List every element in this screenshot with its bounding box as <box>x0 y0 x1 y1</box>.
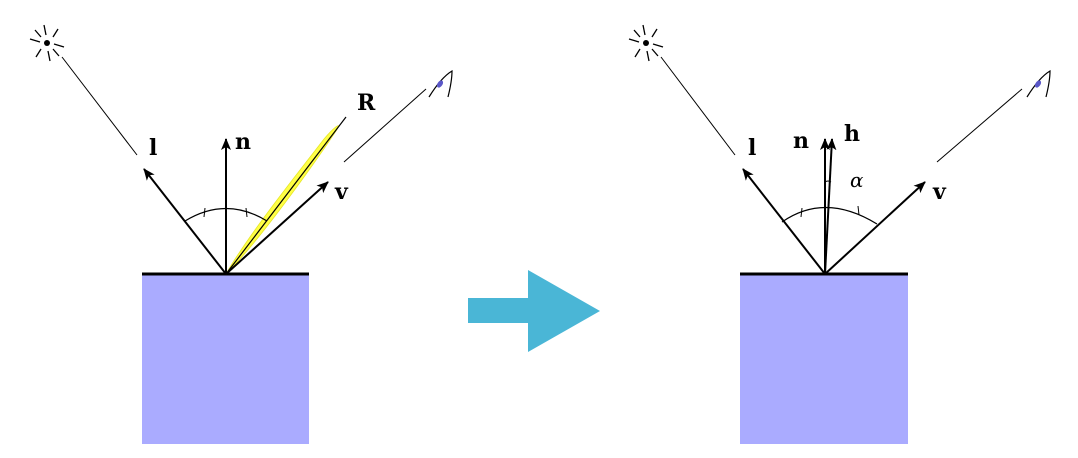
eye-icon <box>428 69 453 98</box>
right-light-ray <box>660 56 736 156</box>
left-light-ray <box>61 56 138 156</box>
right-panel: l n h v α <box>628 24 1051 444</box>
right-label-l: l <box>748 135 756 161</box>
light-source-icon <box>29 24 65 62</box>
eye-icon <box>1026 69 1051 98</box>
right-surface-block <box>740 274 908 444</box>
left-vector-v <box>225 181 329 275</box>
right-view-ray <box>936 88 1023 163</box>
left-label-r: R <box>357 90 376 116</box>
left-angle-tick-1 <box>203 207 206 218</box>
right-label-n: n <box>793 128 809 154</box>
right-angle-arc <box>781 206 878 225</box>
right-vector-v <box>824 181 926 275</box>
left-vector-r <box>225 116 347 275</box>
right-arrow-icon <box>468 270 600 352</box>
right-vector-h <box>824 138 837 275</box>
left-surface-block <box>142 274 309 444</box>
right-label-v: v <box>932 179 947 205</box>
alpha-angle-arc <box>824 180 832 183</box>
left-view-ray <box>343 88 427 163</box>
light-source-icon <box>628 24 664 62</box>
right-label-h: h <box>844 121 860 147</box>
left-angle-tick-2 <box>245 207 248 218</box>
left-panel: l n R v <box>29 24 453 444</box>
left-vector-l <box>143 168 227 275</box>
left-label-v: v <box>334 179 349 205</box>
left-label-n: n <box>235 129 251 155</box>
left-label-l: l <box>149 135 157 161</box>
right-label-alpha: α <box>850 168 864 192</box>
right-angle-tick-2 <box>857 205 860 216</box>
left-angle-arc <box>184 207 268 222</box>
right-vector-l <box>742 168 826 275</box>
right-angle-tick-1 <box>800 207 803 218</box>
